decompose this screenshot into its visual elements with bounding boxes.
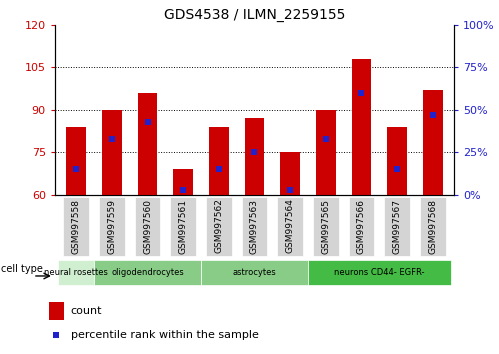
- Bar: [352, 59, 371, 195]
- Text: GSM997564: GSM997564: [285, 199, 294, 253]
- Bar: [387, 127, 407, 195]
- Text: GSM997562: GSM997562: [215, 199, 224, 253]
- Bar: [245, 118, 264, 195]
- Text: cell type: cell type: [1, 264, 43, 274]
- FancyBboxPatch shape: [420, 197, 446, 256]
- Text: neurons CD44- EGFR-: neurons CD44- EGFR-: [334, 268, 425, 277]
- FancyBboxPatch shape: [384, 197, 410, 256]
- Bar: [138, 93, 157, 195]
- Title: GDS4538 / ILMN_2259155: GDS4538 / ILMN_2259155: [164, 8, 345, 22]
- Text: GSM997566: GSM997566: [357, 199, 366, 253]
- FancyBboxPatch shape: [349, 197, 374, 256]
- Bar: [102, 110, 122, 195]
- Text: GSM997560: GSM997560: [143, 199, 152, 253]
- Bar: [209, 127, 229, 195]
- Bar: [316, 110, 335, 195]
- FancyBboxPatch shape: [58, 260, 94, 285]
- Bar: [280, 152, 300, 195]
- Text: GSM997568: GSM997568: [428, 199, 437, 253]
- Text: GSM997558: GSM997558: [72, 199, 81, 253]
- FancyBboxPatch shape: [170, 197, 196, 256]
- FancyBboxPatch shape: [277, 197, 303, 256]
- FancyBboxPatch shape: [135, 197, 160, 256]
- FancyBboxPatch shape: [313, 197, 339, 256]
- Text: GSM997561: GSM997561: [179, 199, 188, 253]
- FancyBboxPatch shape: [206, 197, 232, 256]
- Bar: [66, 127, 86, 195]
- FancyBboxPatch shape: [63, 197, 89, 256]
- Text: neural rosettes: neural rosettes: [44, 268, 108, 277]
- FancyBboxPatch shape: [242, 197, 267, 256]
- Text: GSM997567: GSM997567: [393, 199, 402, 253]
- FancyBboxPatch shape: [308, 260, 451, 285]
- Bar: [423, 90, 443, 195]
- Bar: [174, 169, 193, 195]
- FancyBboxPatch shape: [99, 197, 125, 256]
- Text: percentile rank within the sample: percentile rank within the sample: [71, 330, 258, 339]
- Text: count: count: [71, 306, 102, 316]
- FancyBboxPatch shape: [201, 260, 308, 285]
- FancyBboxPatch shape: [94, 260, 201, 285]
- Text: GSM997563: GSM997563: [250, 199, 259, 253]
- Text: GSM997565: GSM997565: [321, 199, 330, 253]
- Text: GSM997559: GSM997559: [107, 199, 116, 253]
- Bar: [49, 302, 64, 320]
- Text: astrocytes: astrocytes: [233, 268, 276, 277]
- Text: oligodendrocytes: oligodendrocytes: [111, 268, 184, 277]
